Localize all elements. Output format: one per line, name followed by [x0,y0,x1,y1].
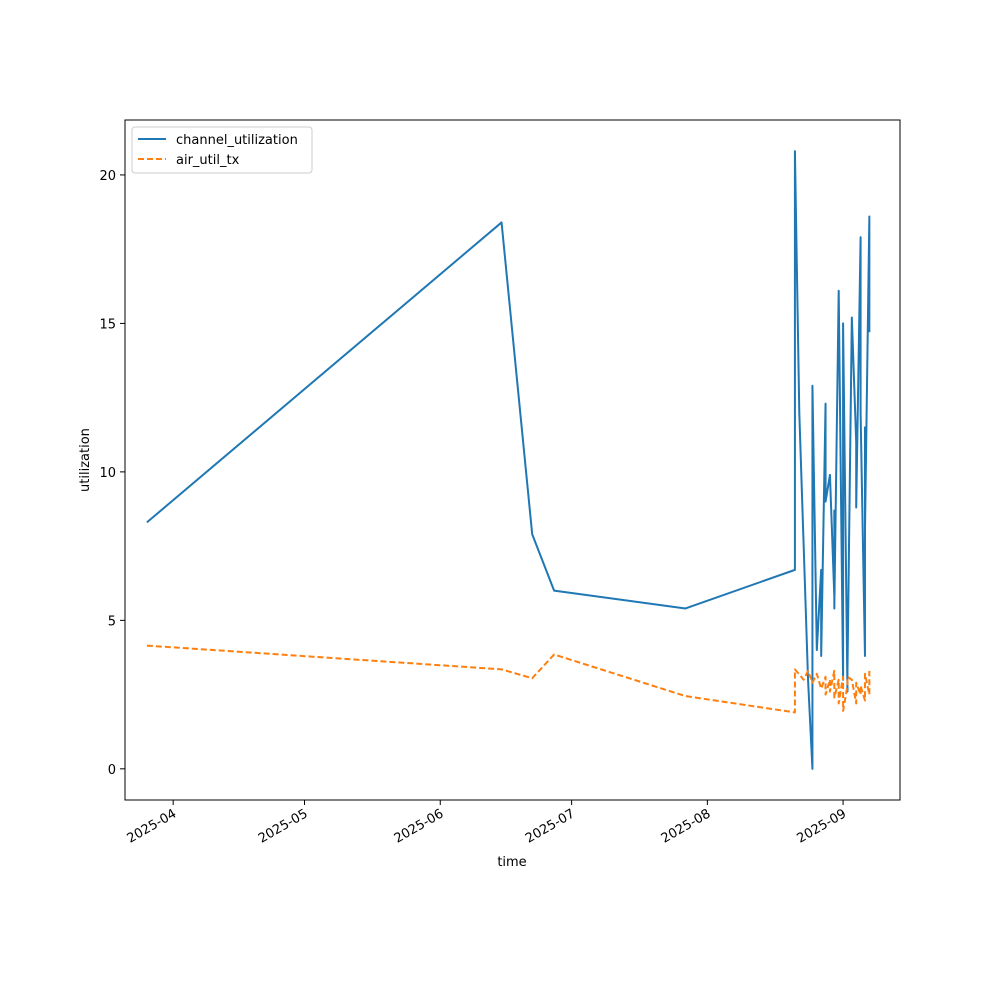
series-line-air-util-tx [146,644,871,714]
y-tick-label: 0 [108,763,116,778]
x-axis-title: time [497,855,526,870]
legend-box [131,126,313,174]
legend: channel_utilization air_util_tx [131,126,313,174]
plot-series [146,150,871,770]
y-axis: 0 5 10 15 20 [99,169,125,778]
y-tick-label: 10 [99,466,116,481]
legend-label-air-util-tx: air_util_tx [176,153,240,168]
legend-label-channel-utilization: channel_utilization [176,133,298,148]
y-axis-title: utilization [78,428,93,492]
plot-frame [124,119,901,801]
y-tick-label: 5 [108,614,116,629]
y-tick-label: 15 [99,317,116,332]
y-tick-label: 20 [99,169,116,184]
series-line-channel-utilization [146,150,871,770]
